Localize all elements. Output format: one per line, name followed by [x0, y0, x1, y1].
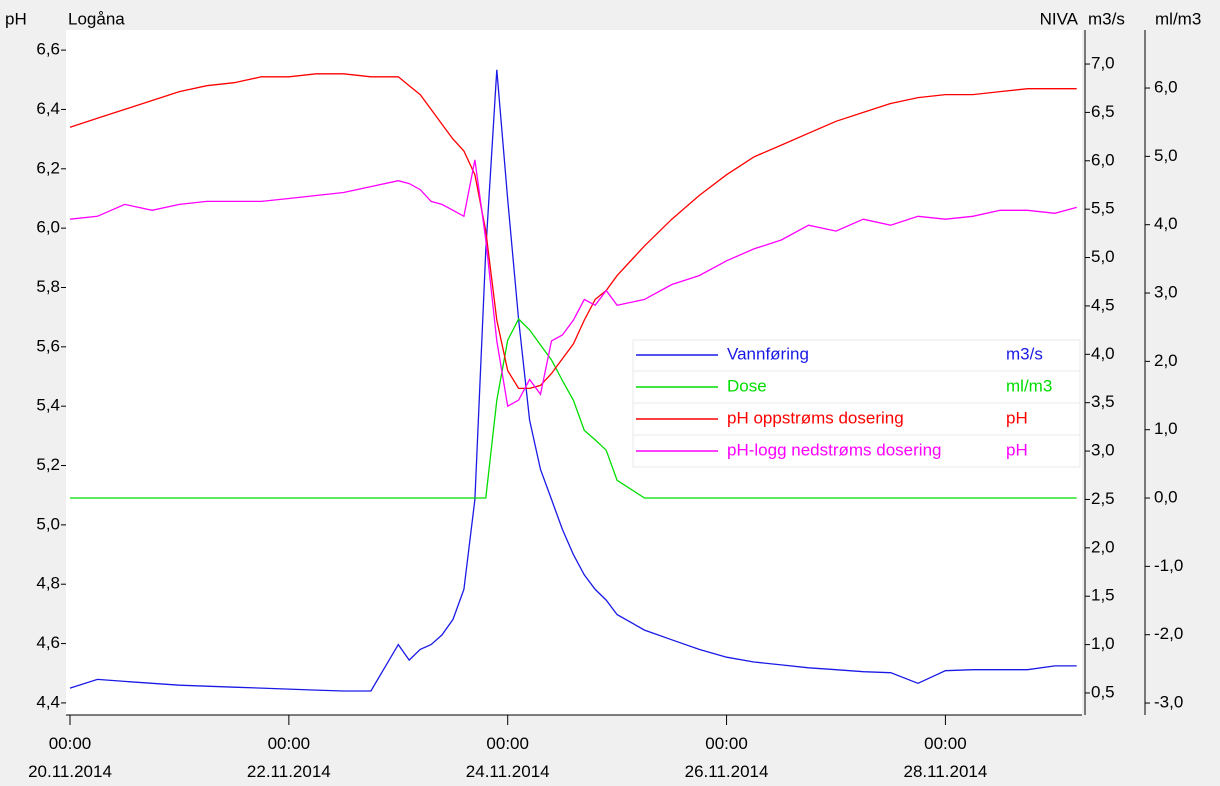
- y-tick-label: 2,0: [1154, 351, 1178, 370]
- y-tick-label: 6,5: [1091, 102, 1115, 121]
- y-tick-label: -3,0: [1154, 693, 1183, 712]
- y-tick-label: 5,6: [36, 336, 60, 355]
- y-tick-label: 2,5: [1091, 489, 1115, 508]
- legend-unit: pH: [1006, 408, 1028, 427]
- y-tick-label: 3,5: [1091, 392, 1115, 411]
- legend-label: Dose: [727, 376, 767, 395]
- y-tick-label: 1,0: [1154, 419, 1178, 438]
- y-tick-label: 4,8: [36, 574, 60, 593]
- x-tick-label: 00:00 26.11.2014: [684, 734, 769, 781]
- y-tick-label: 5,2: [36, 455, 60, 474]
- y-tick-label: 1,5: [1091, 586, 1115, 605]
- series-line: [70, 317, 1077, 499]
- y3-title: ml/m3: [1155, 9, 1201, 28]
- y-tick-label: 5,0: [36, 514, 60, 533]
- y-tick-label: 3,0: [1154, 283, 1178, 302]
- y-tick-label: 6,0: [1154, 78, 1178, 97]
- y-tick-label: 4,0: [1154, 214, 1178, 233]
- series-line: [69, 69, 1077, 692]
- y-tick-label: -1,0: [1154, 556, 1183, 575]
- y-tick-label: 4,4: [36, 692, 60, 711]
- y-tick-label: -2,0: [1154, 624, 1183, 643]
- y-tick-label: 3,0: [1091, 441, 1115, 460]
- legend-label: pH-logg nedstrøms dosering: [727, 440, 941, 459]
- y-tick-label: 6,2: [36, 158, 60, 177]
- y-tick-label: 5,5: [1091, 199, 1115, 218]
- y-tick-label: 5,0: [1091, 247, 1115, 266]
- y-tick-label: 6,4: [36, 99, 60, 118]
- x-tick-label: 00:00 28.11.2014: [903, 734, 988, 781]
- y-tick-label: 2,0: [1091, 537, 1115, 556]
- y-tick-label: 7,0: [1091, 54, 1115, 73]
- source: NIVA: [1040, 9, 1079, 28]
- x-tick-label: 00:00 20.11.2014: [28, 734, 112, 781]
- y-tick-label: 6,0: [36, 218, 60, 237]
- chart-title: Logåna: [68, 9, 125, 28]
- left-axis-title: pH: [5, 9, 27, 28]
- legend: Vannføring m3/s Dose ml/m3 pH oppstrøms dose…: [632, 339, 1081, 468]
- x-tick-label: 00:00 24.11.2014: [465, 734, 550, 781]
- y-tick-label: 4,5: [1091, 295, 1115, 314]
- y-tick-label: 4,6: [36, 633, 60, 652]
- y-tick-label: 6,0: [1091, 150, 1115, 169]
- y2-title: m3/s: [1088, 9, 1125, 28]
- y-tick-label: 6,6: [36, 40, 60, 59]
- y-tick-label: 5,4: [36, 396, 60, 415]
- y-tick-label: 0,5: [1091, 682, 1115, 701]
- y-tick-label: 0,0: [1154, 488, 1178, 507]
- y-tick-label: 1,0: [1091, 634, 1115, 653]
- x-tick-label: 00:00 22.11.2014: [246, 734, 331, 781]
- legend-unit: ml/m3: [1006, 376, 1052, 395]
- series-line: [69, 159, 1077, 408]
- legend-unit: m3/s: [1006, 344, 1043, 363]
- y-tick-label: 5,0: [1154, 146, 1178, 165]
- y-tick-label: 4,0: [1091, 344, 1115, 363]
- y-tick-label: 5,8: [36, 277, 60, 296]
- legend-unit: pH: [1006, 440, 1028, 459]
- legend-label: pH oppstrøms dosering: [727, 408, 904, 427]
- legend-label: Vannføring: [727, 344, 809, 363]
